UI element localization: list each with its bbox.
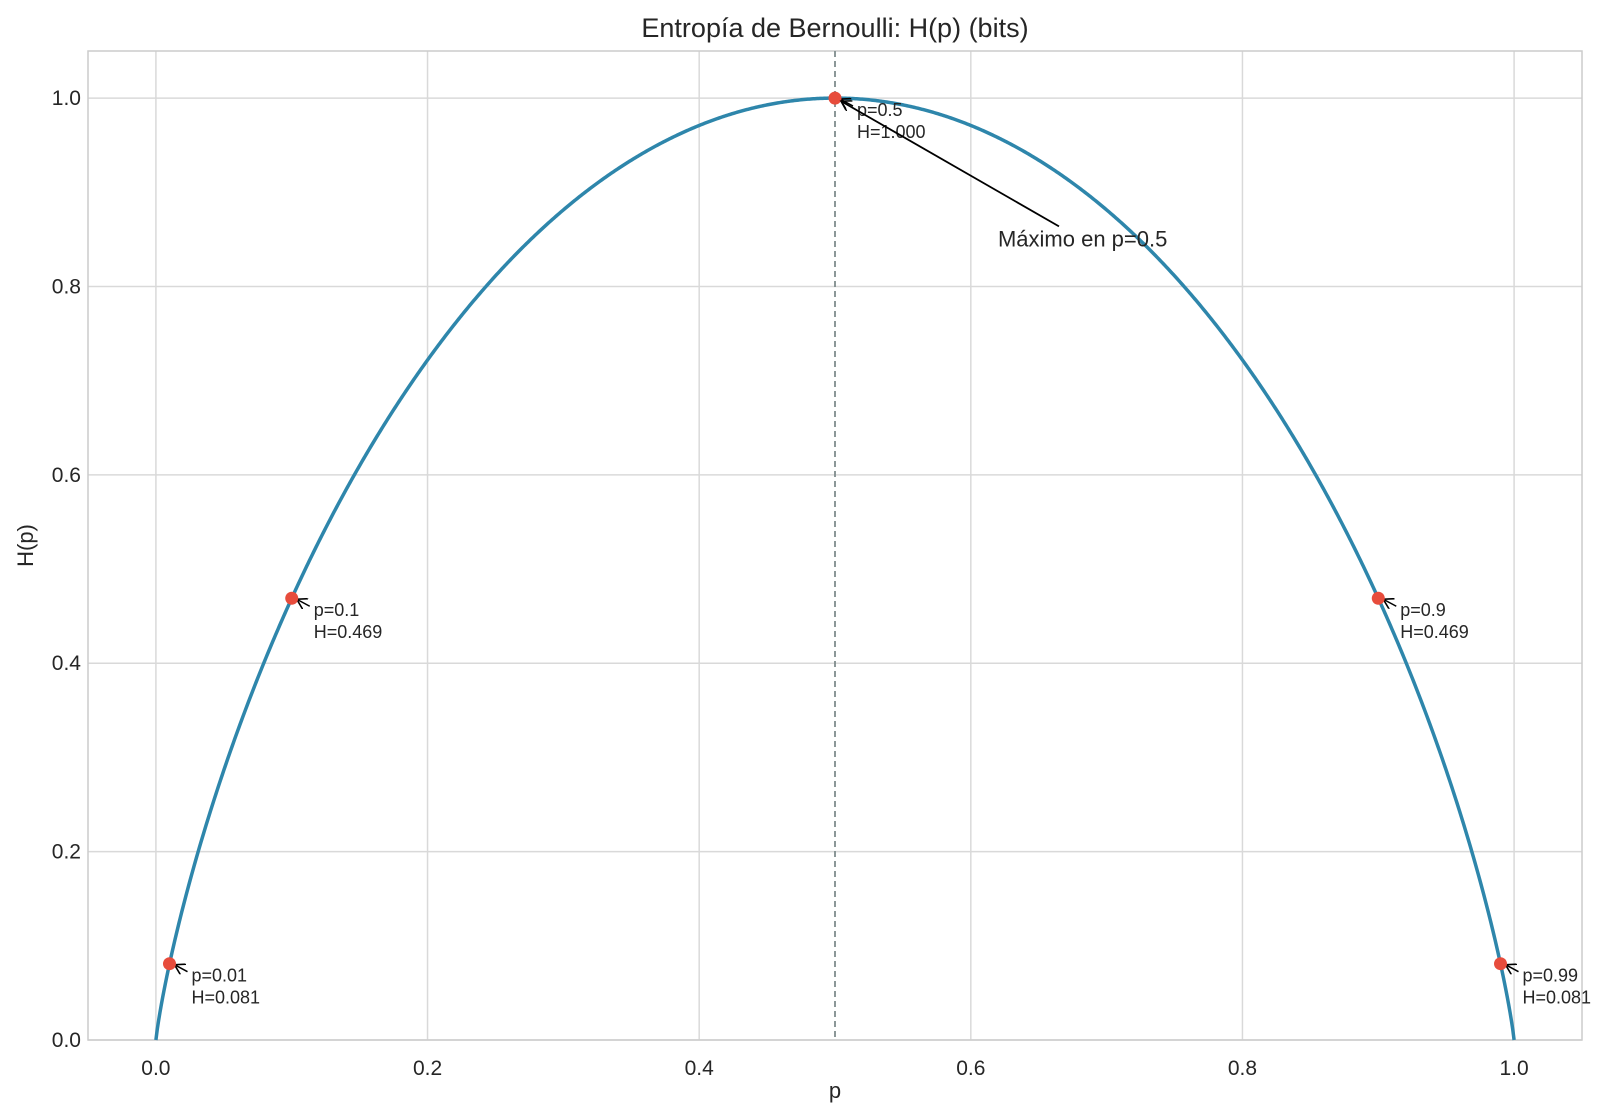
point-arrow [174, 965, 188, 972]
x-axis-ticks: 0.0 0.2 0.4 0.6 0.8 1.0 [141, 1057, 1528, 1080]
y-tick-label: 0.8 [52, 275, 81, 298]
max-annotation-arrow [841, 101, 1060, 228]
x-tick-label: 0.0 [141, 1057, 170, 1080]
point-label-h: H=1.000 [857, 122, 926, 142]
highlight-point [1371, 591, 1385, 605]
point-arrow [1506, 965, 1519, 972]
y-tick-label: 1.0 [52, 87, 81, 110]
y-tick-label: 0.0 [52, 1029, 81, 1052]
chart-title: Entropía de Bernoulli: H(p) (bits) [641, 13, 1028, 43]
point-label-h: H=0.081 [191, 988, 260, 1008]
y-axis-ticks: 0.0 0.2 0.4 0.6 0.8 1.0 [52, 87, 82, 1052]
point-label-h: H=0.469 [314, 622, 383, 642]
y-tick-label: 0.6 [52, 464, 81, 487]
point-arrow [297, 599, 311, 606]
highlight-point [285, 591, 299, 605]
highlight-point [1494, 957, 1508, 971]
point-label-p: p=0.01 [191, 966, 247, 986]
highlight-point [828, 91, 842, 105]
y-tick-label: 0.4 [52, 652, 82, 675]
point-label-p: p=0.5 [857, 100, 903, 120]
point-label-h: H=0.081 [1523, 988, 1592, 1008]
max-annotation: Máximo en p=0.5 [841, 101, 1167, 251]
entropy-curve [154, 96, 1516, 1041]
x-axis-label: p [829, 1078, 841, 1103]
x-tick-label: 0.4 [685, 1057, 715, 1080]
max-annotation-label: Máximo en p=0.5 [998, 226, 1167, 251]
y-tick-label: 0.2 [52, 841, 81, 864]
highlight-points: p=0.01H=0.081p=0.1H=0.469p=0.5H=1.000p=0… [162, 91, 1592, 1008]
point-label-p: p=0.9 [1400, 600, 1446, 620]
x-tick-label: 0.6 [956, 1057, 985, 1080]
point-arrow [1383, 599, 1397, 606]
x-tick-label: 0.2 [413, 1057, 442, 1080]
x-tick-label: 0.8 [1228, 1057, 1257, 1080]
y-axis-label: H(p) [13, 524, 38, 567]
point-label-h: H=0.469 [1400, 622, 1469, 642]
x-tick-label: 1.0 [1499, 1057, 1528, 1080]
point-label-p: p=0.1 [314, 600, 360, 620]
point-label-p: p=0.99 [1523, 966, 1579, 986]
highlight-point [162, 957, 176, 971]
